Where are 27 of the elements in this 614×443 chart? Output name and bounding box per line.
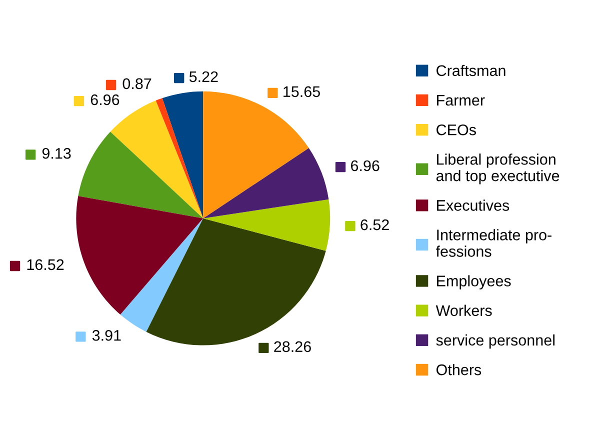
- legend-label: service personnel: [436, 334, 554, 349]
- pie-slice: [120, 218, 204, 332]
- legend-label: Workers: [436, 304, 492, 316]
- data-label: 6.96: [351, 160, 380, 172]
- pie-slice: [203, 148, 329, 218]
- legend-label: Employees: [437, 275, 511, 290]
- pie-slice: [76, 196, 204, 315]
- pie-slice: [156, 98, 204, 218]
- legend-label: CEOs: [436, 124, 476, 136]
- data-label: 0.87: [122, 78, 152, 90]
- data-label: 6.96: [90, 94, 120, 106]
- data-label: 9.13: [42, 148, 71, 159]
- legend-label: Intermediate pro- fessions: [436, 229, 552, 257]
- data-label: 28.26: [274, 341, 311, 352]
- legend-label: Liberal profession and top exectutive: [436, 154, 560, 184]
- data-label: 6.52: [360, 219, 389, 230]
- legend-label: Executives: [437, 200, 510, 211]
- data-label: 15.65: [284, 86, 320, 98]
- legend-label: Others: [436, 364, 482, 376]
- data-label: 5.22: [189, 71, 218, 82]
- data-label: 3.91: [92, 330, 121, 341]
- pie-slice: [78, 132, 204, 218]
- pie-slice: [162, 91, 204, 218]
- legend-label: Craftsman: [436, 64, 506, 76]
- data-label: 16.52: [27, 259, 64, 270]
- legend-label: Farmer: [437, 95, 485, 106]
- pie-slice: [203, 199, 330, 251]
